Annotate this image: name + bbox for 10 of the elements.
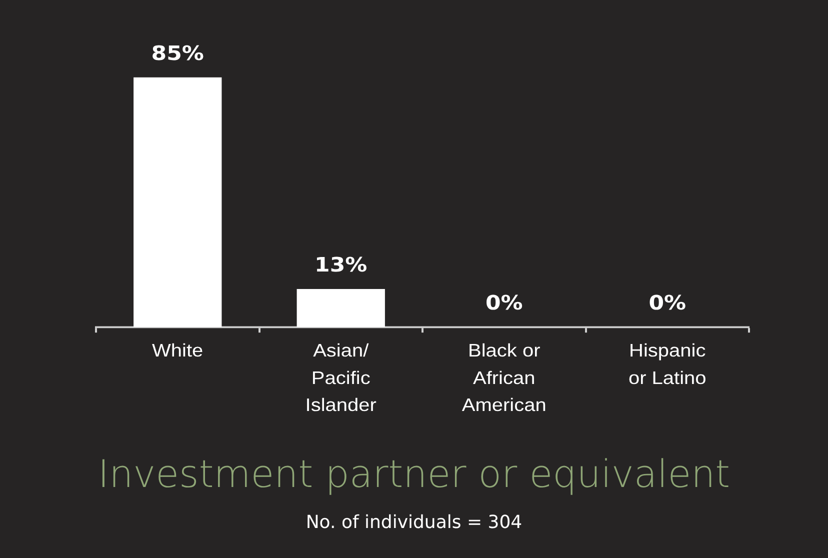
x-tick-label: White — [152, 341, 204, 362]
data-label: 0% — [648, 292, 686, 314]
x-tick-label: Asian/ Pacific Islander — [305, 341, 378, 416]
text: No. of individuals = 304 — [304, 512, 524, 533]
data-label: 0% — [485, 292, 523, 314]
x-tick-label: Hispanic or Latino — [628, 341, 706, 389]
data-label: 13% — [314, 253, 368, 276]
text: Investment partner or equivalent — [96, 452, 732, 496]
data-label: 85% — [151, 42, 204, 65]
x-tick-label: Black or African American — [462, 341, 546, 416]
